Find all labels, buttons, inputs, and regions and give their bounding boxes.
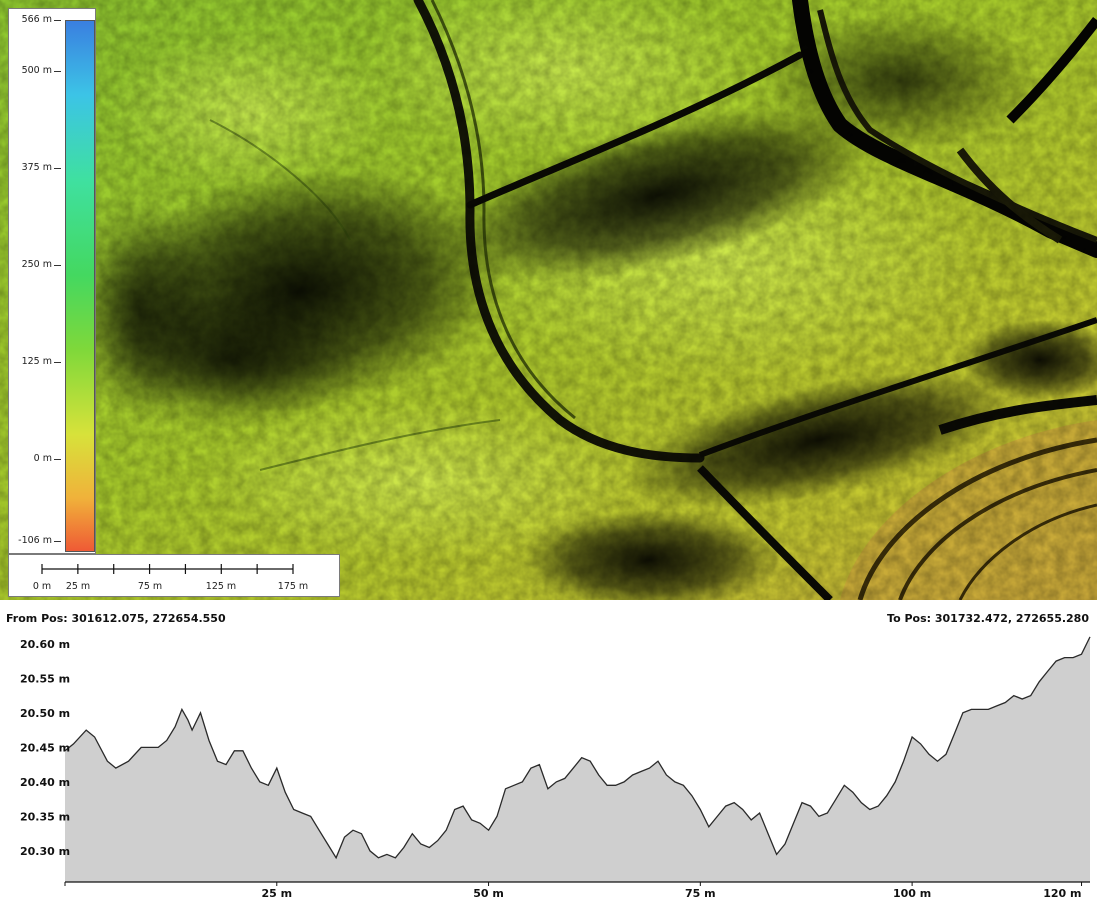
legend-tick-label: 125 m <box>21 355 52 367</box>
legend-tick: 125 m <box>9 356 62 368</box>
x-tick-label: 120 m <box>1043 887 1081 899</box>
legend-tick: 250 m <box>9 259 62 271</box>
legend-tick: 500 m <box>9 65 62 77</box>
scale-label: 0 m <box>33 581 51 592</box>
scale-label: 25 m <box>66 581 90 592</box>
legend-tick: 375 m <box>9 162 62 174</box>
elevation-legend: 566 m 500 m 375 m 250 m 125 m 0 m -106 m <box>8 8 96 554</box>
x-tick-label: 75 m <box>685 887 716 899</box>
elevation-color-ramp <box>65 20 95 552</box>
scale-bar: 0 m 25 m 75 m 125 m 175 m <box>8 554 340 597</box>
profile-to-position: To Pos: 301732.472, 272655.280 <box>887 612 1089 625</box>
legend-tick-label: 566 m <box>21 14 52 25</box>
y-tick-label: 20.35 m <box>20 810 70 823</box>
scale-bar-graphic: 0 m 25 m 75 m 125 m 175 m <box>33 564 308 592</box>
legend-tick-label: 0 m <box>33 452 52 464</box>
x-tick-label: 25 m <box>261 887 292 899</box>
legend-tick-label: -106 m <box>18 535 52 546</box>
profile-area <box>65 636 1090 882</box>
scale-label: 125 m <box>206 581 236 592</box>
y-tick-label: 20.60 m <box>20 638 70 651</box>
elevation-profile-chart[interactable]: 25 m 50 m 75 m 100 m 120 m 20.60 m 20.55 m 20.… <box>0 630 1097 899</box>
y-tick-label: 20.55 m <box>20 672 70 685</box>
legend-tick-label: 375 m <box>21 162 52 174</box>
legend-tick-label: 500 m <box>21 65 52 77</box>
x-tick-label: 50 m <box>473 887 504 899</box>
x-tick-label: 100 m <box>893 887 931 899</box>
scale-label: 175 m <box>278 581 308 592</box>
y-tick-label: 20.45 m <box>20 741 70 754</box>
profile-line <box>64 636 1091 860</box>
profile-from-position: From Pos: 301612.075, 272654.550 <box>6 612 226 625</box>
legend-tick: -106 m <box>9 535 62 547</box>
scale-label: 75 m <box>138 581 162 592</box>
y-tick-label: 20.30 m <box>20 845 70 858</box>
legend-tick: 0 m <box>9 453 62 465</box>
legend-tick: 566 m <box>9 14 62 26</box>
elevation-map[interactable]: 566 m 500 m 375 m 250 m 125 m 0 m -106 m… <box>0 0 1097 600</box>
terrain-image <box>0 0 1097 600</box>
y-tick-label: 20.40 m <box>20 776 70 789</box>
y-tick-label: 20.50 m <box>20 707 70 720</box>
legend-tick-label: 250 m <box>21 258 52 270</box>
